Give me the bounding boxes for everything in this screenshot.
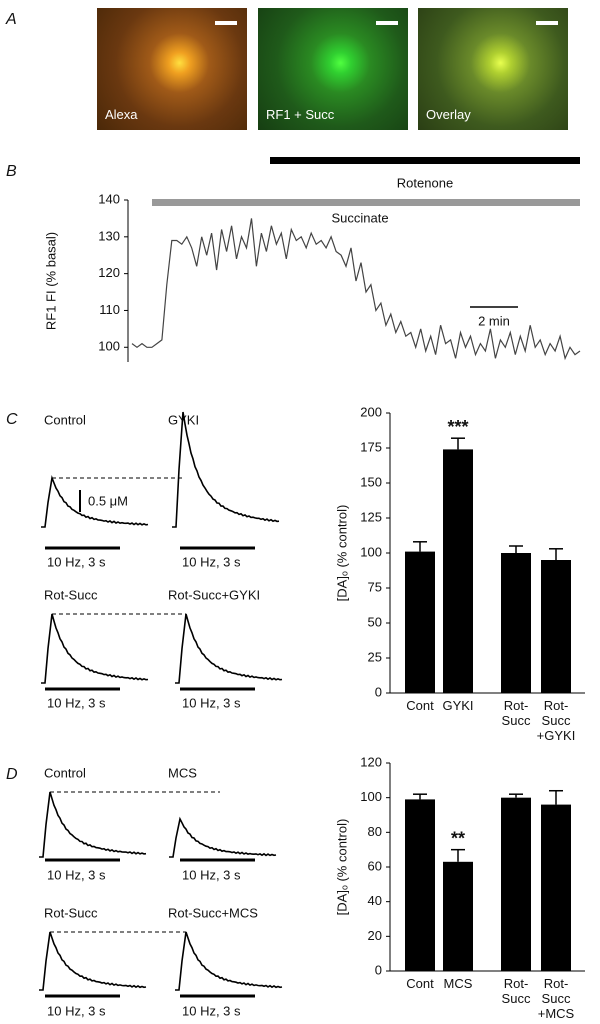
treatment-bar (270, 157, 580, 164)
significance: *** (447, 417, 468, 437)
x-tick-label: Cont (406, 976, 434, 991)
image-rf1: RF1 + Succ (258, 8, 408, 130)
y-axis-label: RF1 FI (% basal) (43, 232, 58, 330)
bar (405, 799, 435, 971)
y-axis-label: [DA]ₒ (% control) (334, 505, 349, 602)
y-tick-label: 200 (360, 404, 382, 419)
y-axis-label: [DA]ₒ (% control) (334, 819, 349, 916)
stimulus-label: 10 Hz, 3 s (182, 695, 241, 710)
trace (172, 411, 280, 528)
x-tick-label: Rot- Succ (501, 698, 531, 728)
panel-label: A (5, 11, 17, 28)
image-label: Overlay (426, 107, 471, 122)
trace (41, 613, 149, 684)
bar (541, 804, 571, 971)
bar (405, 551, 435, 693)
y-tick-label: 150 (360, 474, 382, 489)
scale-bar (376, 21, 398, 25)
time-scale-label: 2 min (478, 313, 510, 328)
y-tick-label: 0 (375, 684, 382, 699)
y-tick-label: 130 (98, 228, 120, 243)
panel-label: C (6, 411, 18, 428)
stimulus-label: 10 Hz, 3 s (47, 554, 106, 569)
y-tick-label: 0 (375, 962, 382, 977)
y-tick-label: 120 (360, 754, 382, 769)
stimulus-label: 10 Hz, 3 s (182, 554, 241, 569)
image-label: RF1 + Succ (266, 107, 335, 122)
trace-line (131, 218, 581, 361)
x-tick-label: Rot- Succ +MCS (537, 976, 575, 1021)
x-tick-label: Cont (406, 698, 434, 713)
trace (39, 791, 147, 858)
y-tick-label: 100 (98, 339, 120, 354)
x-tick-label: Rot- Succ (501, 976, 531, 1006)
y-tick-label: 140 (98, 191, 120, 206)
scale-bar (536, 21, 558, 25)
stimulus-label: 10 Hz, 3 s (47, 1003, 106, 1018)
y-tick-label: 25 (368, 649, 382, 664)
treatment-label: Succinate (331, 210, 388, 225)
stimulus-label: 10 Hz, 3 s (182, 867, 241, 882)
x-tick-label: Rot- Succ +GYKI (536, 698, 576, 743)
treatment-bar (152, 199, 580, 206)
y-tick-label: 100 (360, 789, 382, 804)
y-tick-label: 125 (360, 509, 382, 524)
y-tick-label: 50 (368, 614, 382, 629)
stimulus-bars (45, 546, 255, 998)
x-tick-label: MCS (443, 976, 473, 991)
bar (501, 553, 531, 693)
image-overlay: Overlay (418, 8, 568, 130)
scale-label: 0.5 μM (88, 493, 128, 508)
y-tick-label: 175 (360, 439, 382, 454)
panel-label: B (6, 163, 17, 180)
trace-label: Control (44, 765, 86, 780)
image-label: Alexa (105, 107, 138, 122)
y-tick-label: 40 (368, 893, 382, 908)
trace (175, 931, 283, 991)
bar (443, 449, 473, 693)
trace-label: Rot-Succ+GYKI (168, 587, 260, 602)
trace (41, 475, 149, 528)
y-tick-label: 120 (98, 265, 120, 280)
y-tick-label: 60 (368, 858, 382, 873)
scale-bar (215, 21, 237, 25)
stimulus-label: 10 Hz, 3 s (182, 1003, 241, 1018)
trace (39, 931, 147, 991)
y-tick-label: 100 (360, 544, 382, 559)
image-alexa: Alexa (97, 8, 247, 130)
trace (169, 816, 277, 858)
trace-label: Rot-Succ (44, 905, 98, 920)
significance: ** (451, 828, 465, 848)
y-tick-label: 20 (368, 928, 382, 943)
trace (175, 613, 283, 684)
bar (541, 560, 571, 693)
y-tick-label: 80 (368, 824, 382, 839)
bar (443, 861, 473, 971)
trace-label: Rot-Succ+MCS (168, 905, 258, 920)
trace-label: Rot-Succ (44, 587, 98, 602)
bar (501, 797, 531, 971)
y-tick-label: 110 (99, 302, 120, 317)
y-tick-label: 75 (368, 579, 382, 594)
x-tick-label: GYKI (442, 698, 474, 713)
treatment-label: Rotenone (397, 175, 453, 190)
stimulus-label: 10 Hz, 3 s (47, 867, 106, 882)
stimulus-label: 10 Hz, 3 s (47, 695, 106, 710)
trace-label: MCS (168, 765, 197, 780)
trace-label: Control (44, 412, 86, 427)
panel-label: D (6, 766, 18, 783)
